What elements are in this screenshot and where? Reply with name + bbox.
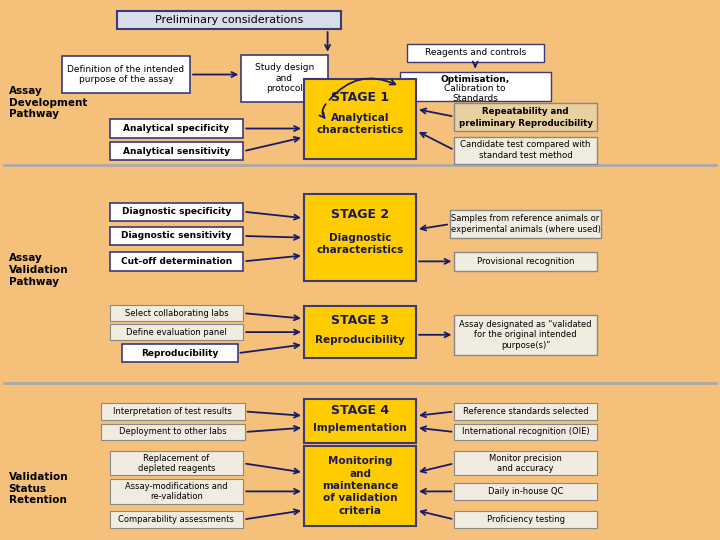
FancyBboxPatch shape: [117, 11, 341, 29]
Text: Reproducibility: Reproducibility: [141, 349, 219, 357]
FancyBboxPatch shape: [454, 483, 597, 500]
Text: Validation
Status
Retention: Validation Status Retention: [9, 472, 68, 505]
Text: Reference standards selected: Reference standards selected: [463, 407, 588, 416]
Text: Provisional recognition: Provisional recognition: [477, 257, 575, 266]
FancyBboxPatch shape: [62, 56, 190, 93]
Text: Diagnostic sensitivity: Diagnostic sensitivity: [121, 232, 232, 240]
Text: Assay
Development
Pathway: Assay Development Pathway: [9, 86, 87, 119]
Text: Monitoring
and
maintenance
of validation
criteria: Monitoring and maintenance of validation…: [322, 456, 398, 516]
FancyBboxPatch shape: [101, 403, 245, 420]
Text: Daily in-house QC: Daily in-house QC: [488, 487, 563, 496]
FancyBboxPatch shape: [109, 119, 243, 138]
Text: Analytical specificity: Analytical specificity: [123, 124, 230, 133]
Text: preliminary Reproducibility: preliminary Reproducibility: [459, 119, 593, 128]
FancyBboxPatch shape: [454, 403, 597, 420]
Text: STAGE 3: STAGE 3: [331, 314, 389, 327]
Text: Optimisation,: Optimisation,: [441, 76, 510, 84]
FancyBboxPatch shape: [304, 446, 416, 526]
FancyBboxPatch shape: [454, 252, 597, 271]
Text: Monitor precision
and accuracy: Monitor precision and accuracy: [489, 454, 562, 473]
FancyBboxPatch shape: [122, 345, 238, 362]
FancyBboxPatch shape: [304, 79, 416, 159]
Text: Assay
Validation
Pathway: Assay Validation Pathway: [9, 253, 68, 287]
FancyBboxPatch shape: [109, 142, 243, 160]
FancyBboxPatch shape: [454, 103, 597, 131]
Text: Analytical sensitivity: Analytical sensitivity: [123, 147, 230, 156]
FancyBboxPatch shape: [454, 424, 597, 440]
FancyBboxPatch shape: [400, 71, 551, 102]
FancyBboxPatch shape: [109, 511, 243, 528]
FancyBboxPatch shape: [109, 227, 243, 245]
FancyBboxPatch shape: [454, 314, 597, 355]
FancyBboxPatch shape: [109, 305, 243, 321]
Text: Preliminary considerations: Preliminary considerations: [155, 15, 303, 25]
Text: Comparability assessments: Comparability assessments: [119, 515, 234, 524]
Text: Candidate test compared with
standard test method: Candidate test compared with standard te…: [460, 140, 591, 160]
FancyBboxPatch shape: [304, 306, 416, 357]
Text: International recognition (OIE): International recognition (OIE): [462, 428, 590, 436]
Text: Proficiency testing: Proficiency testing: [487, 515, 564, 524]
Text: Deployment to other labs: Deployment to other labs: [119, 428, 227, 436]
Text: Repeatability and: Repeatability and: [482, 107, 569, 116]
Text: Define evaluation panel: Define evaluation panel: [126, 328, 227, 336]
Text: Diagnostic
characteristics: Diagnostic characteristics: [316, 233, 404, 255]
Text: STAGE 1: STAGE 1: [331, 91, 389, 104]
Text: Select collaborating labs: Select collaborating labs: [125, 309, 228, 318]
Text: Cut-off determination: Cut-off determination: [121, 257, 232, 266]
Text: STAGE 2: STAGE 2: [331, 208, 389, 221]
Text: Implementation: Implementation: [313, 423, 407, 433]
Text: Assay-modifications and
re-validation: Assay-modifications and re-validation: [125, 482, 228, 501]
FancyBboxPatch shape: [241, 55, 328, 102]
FancyBboxPatch shape: [304, 399, 416, 443]
FancyBboxPatch shape: [450, 210, 601, 238]
FancyBboxPatch shape: [454, 511, 597, 528]
FancyBboxPatch shape: [454, 137, 597, 164]
Text: Diagnostic specificity: Diagnostic specificity: [122, 207, 231, 216]
Text: Calibration to
Standards: Calibration to Standards: [444, 84, 506, 103]
FancyBboxPatch shape: [109, 451, 243, 475]
Text: Study design
and
protocol: Study design and protocol: [255, 63, 314, 93]
FancyBboxPatch shape: [109, 480, 243, 503]
Text: Interpretation of test results: Interpretation of test results: [113, 407, 233, 416]
Text: Reagents and controls: Reagents and controls: [425, 49, 526, 57]
Text: Samples from reference animals or
experimental animals (where used): Samples from reference animals or experi…: [451, 214, 600, 234]
Text: Replacement of
depleted reagents: Replacement of depleted reagents: [138, 454, 215, 473]
Text: Assay designated as “validated
for the original intended
purpose(s)”: Assay designated as “validated for the o…: [459, 320, 592, 350]
Text: Reproducibility: Reproducibility: [315, 335, 405, 345]
FancyBboxPatch shape: [304, 194, 416, 281]
Text: Definition of the intended
purpose of the assay: Definition of the intended purpose of th…: [68, 65, 184, 84]
FancyBboxPatch shape: [101, 424, 245, 440]
FancyBboxPatch shape: [109, 202, 243, 221]
FancyBboxPatch shape: [407, 44, 544, 62]
Text: STAGE 4: STAGE 4: [331, 404, 389, 417]
FancyBboxPatch shape: [109, 252, 243, 271]
Text: Analytical
characteristics: Analytical characteristics: [316, 113, 404, 135]
FancyBboxPatch shape: [109, 324, 243, 340]
FancyBboxPatch shape: [454, 451, 597, 475]
